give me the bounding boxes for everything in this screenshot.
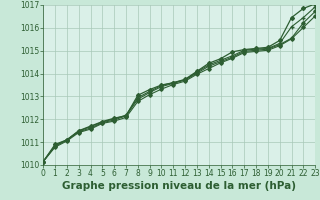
X-axis label: Graphe pression niveau de la mer (hPa): Graphe pression niveau de la mer (hPa) [62,181,296,191]
